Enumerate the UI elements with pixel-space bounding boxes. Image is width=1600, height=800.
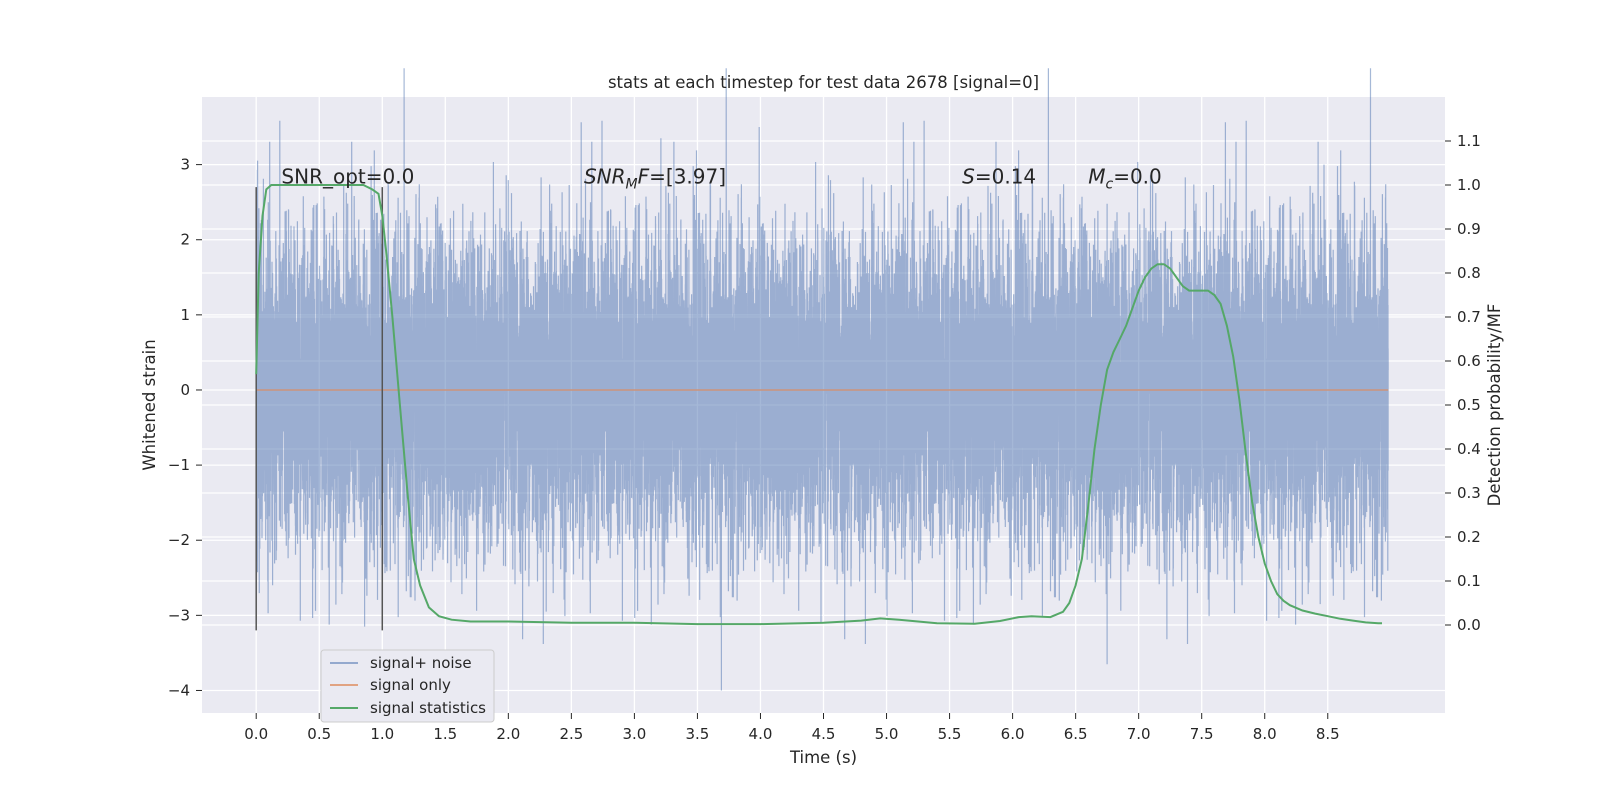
x-tick-label: 8.0 xyxy=(1253,725,1277,743)
y-tick-label: 0 xyxy=(180,381,190,399)
y-right-tick-label: 0.4 xyxy=(1457,440,1481,458)
y-right-tick-label: 1.0 xyxy=(1457,176,1481,194)
x-tick-label: 0.5 xyxy=(307,725,331,743)
y-tick-label: −2 xyxy=(168,531,190,549)
y-axis-ticks: −4 −3 −2 −1 0 1 2 3 xyxy=(168,156,202,699)
x-tick-label: 1.0 xyxy=(370,725,394,743)
legend-box xyxy=(320,649,495,723)
y-right-tick-label: 0.6 xyxy=(1457,352,1481,370)
y-axis-label: Whitened strain xyxy=(140,339,159,470)
signal-statistics-series xyxy=(255,184,1382,626)
signal-noise-line xyxy=(255,68,1389,691)
y-tick-label: −1 xyxy=(168,456,190,474)
annotation-2: S=0.14 xyxy=(962,165,1036,189)
x-tick-label: 4.5 xyxy=(812,725,836,743)
y-right-tick-label: 0.1 xyxy=(1457,572,1481,590)
legend-label-signal-statistics: signal statistics xyxy=(370,699,486,717)
x-tick-label: 1.5 xyxy=(433,725,457,743)
x-tick-label: 5.5 xyxy=(938,725,962,743)
x-tick-label: 6.0 xyxy=(1001,725,1025,743)
x-tick-label: 7.0 xyxy=(1127,725,1151,743)
y-right-tick-label: 0.5 xyxy=(1457,396,1481,414)
y-tick-label: −3 xyxy=(168,606,190,624)
x-tick-label: 3.0 xyxy=(622,725,646,743)
y-right-tick-label: 0.7 xyxy=(1457,308,1481,326)
x-tick-label: 2.5 xyxy=(559,725,583,743)
x-tick-label: 4.0 xyxy=(749,725,773,743)
annotations: SNR_opt=0.0 SNRMF=[3.97] S=0.14 Mc=0.0 xyxy=(281,165,1161,193)
annotation-1: SNRMF=[3.97] xyxy=(584,165,726,193)
annotation-3: Mc=0.0 xyxy=(1088,165,1162,193)
y-right-tick-label: 0.3 xyxy=(1457,484,1481,502)
y-right-tick-label: 0.8 xyxy=(1457,264,1481,282)
y-right-axis-label: Detection probability/MF xyxy=(1485,304,1504,507)
x-tick-label: 8.5 xyxy=(1316,725,1340,743)
y-tick-label: 2 xyxy=(180,231,190,249)
chart-title: stats at each timestep for test data 267… xyxy=(608,73,1039,92)
y-tick-label: −4 xyxy=(168,681,190,699)
x-axis-label: Time (s) xyxy=(789,748,857,767)
x-tick-label: 0.0 xyxy=(244,725,268,743)
x-tick-label: 7.5 xyxy=(1190,725,1214,743)
y-tick-label: 1 xyxy=(180,306,190,324)
y-right-axis-ticks: 0.0 0.1 0.2 0.3 0.4 0.5 0.6 0.7 0.8 0.9 1.0 1.1 xyxy=(1445,132,1481,634)
vertical-markers xyxy=(255,187,384,631)
x-tick-label: 3.5 xyxy=(686,725,710,743)
y-tick-label: 3 xyxy=(180,156,190,174)
x-tick-label: 2.0 xyxy=(496,725,520,743)
legend: signal+ noise signal only signal statist… xyxy=(320,649,495,723)
x-axis-ticks: 0.0 0.5 1.0 1.5 2.0 2.5 3.0 3.5 4.0 4.5 5.0 5.5 6.0 6… xyxy=(244,713,1340,743)
y-right-tick-label: 0.9 xyxy=(1457,220,1481,238)
y-right-tick-label: 0.2 xyxy=(1457,528,1481,546)
x-tick-label: 6.5 xyxy=(1064,725,1088,743)
y-right-tick-label: 1.1 xyxy=(1457,132,1481,150)
legend-label-signal-noise: signal+ noise xyxy=(370,654,472,672)
legend-label-signal-only: signal only xyxy=(370,676,451,694)
y-right-tick-label: 0.0 xyxy=(1457,616,1481,634)
x-tick-label: 5.0 xyxy=(875,725,899,743)
annotation-0: SNR_opt=0.0 xyxy=(281,165,414,189)
signal-statistics-line xyxy=(255,184,1382,626)
signal-noise-series xyxy=(255,68,1389,691)
